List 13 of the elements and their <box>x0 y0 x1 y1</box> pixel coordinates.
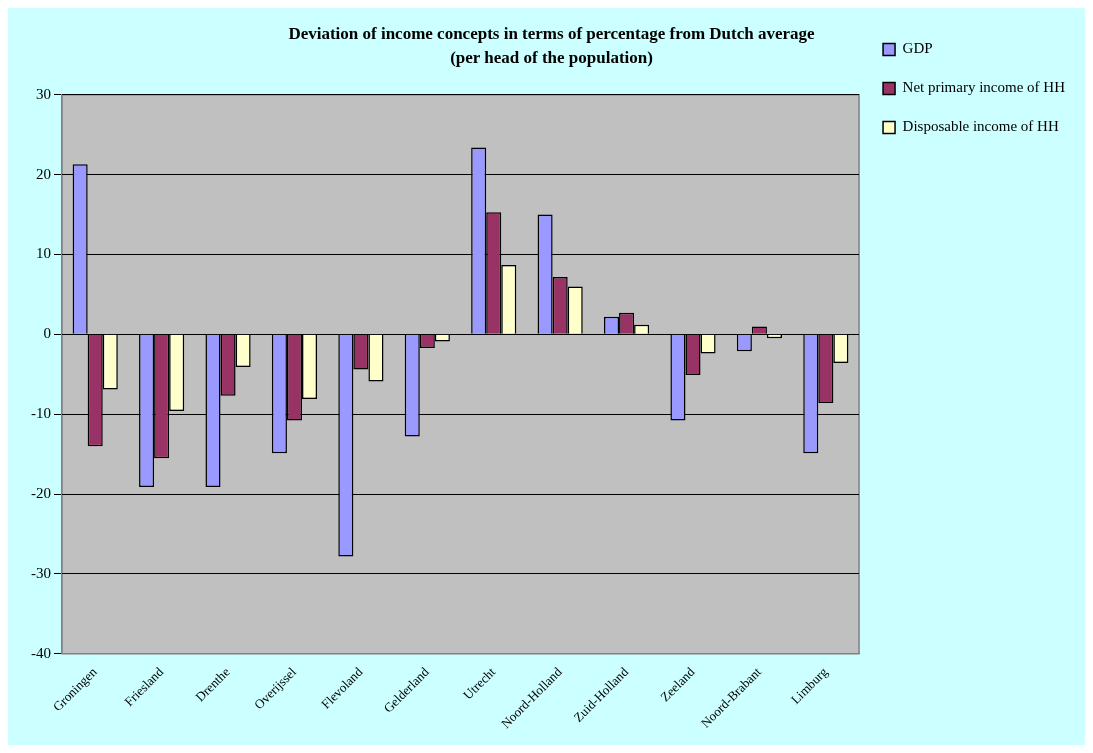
y-tick-label: 10 <box>36 245 51 262</box>
chart-title: Deviation of income concepts in terms of percentage from Dutch average <box>288 23 816 43</box>
y-tick-label: -40 <box>31 644 51 661</box>
y-tick-label: -30 <box>31 564 51 581</box>
legend-label: Net primary income of HH <box>902 79 1066 96</box>
y-tick-label: 30 <box>36 85 51 102</box>
y-tick-label: 20 <box>36 165 51 182</box>
y-tick-label: 0 <box>43 325 51 342</box>
legend-label: Disposable income of HH <box>902 118 1059 135</box>
y-tick-label: -20 <box>31 485 51 502</box>
legend-label: GDP <box>902 40 933 57</box>
chart-subtitle: (per head of the population) <box>450 47 653 67</box>
y-tick-label: -10 <box>31 405 51 422</box>
